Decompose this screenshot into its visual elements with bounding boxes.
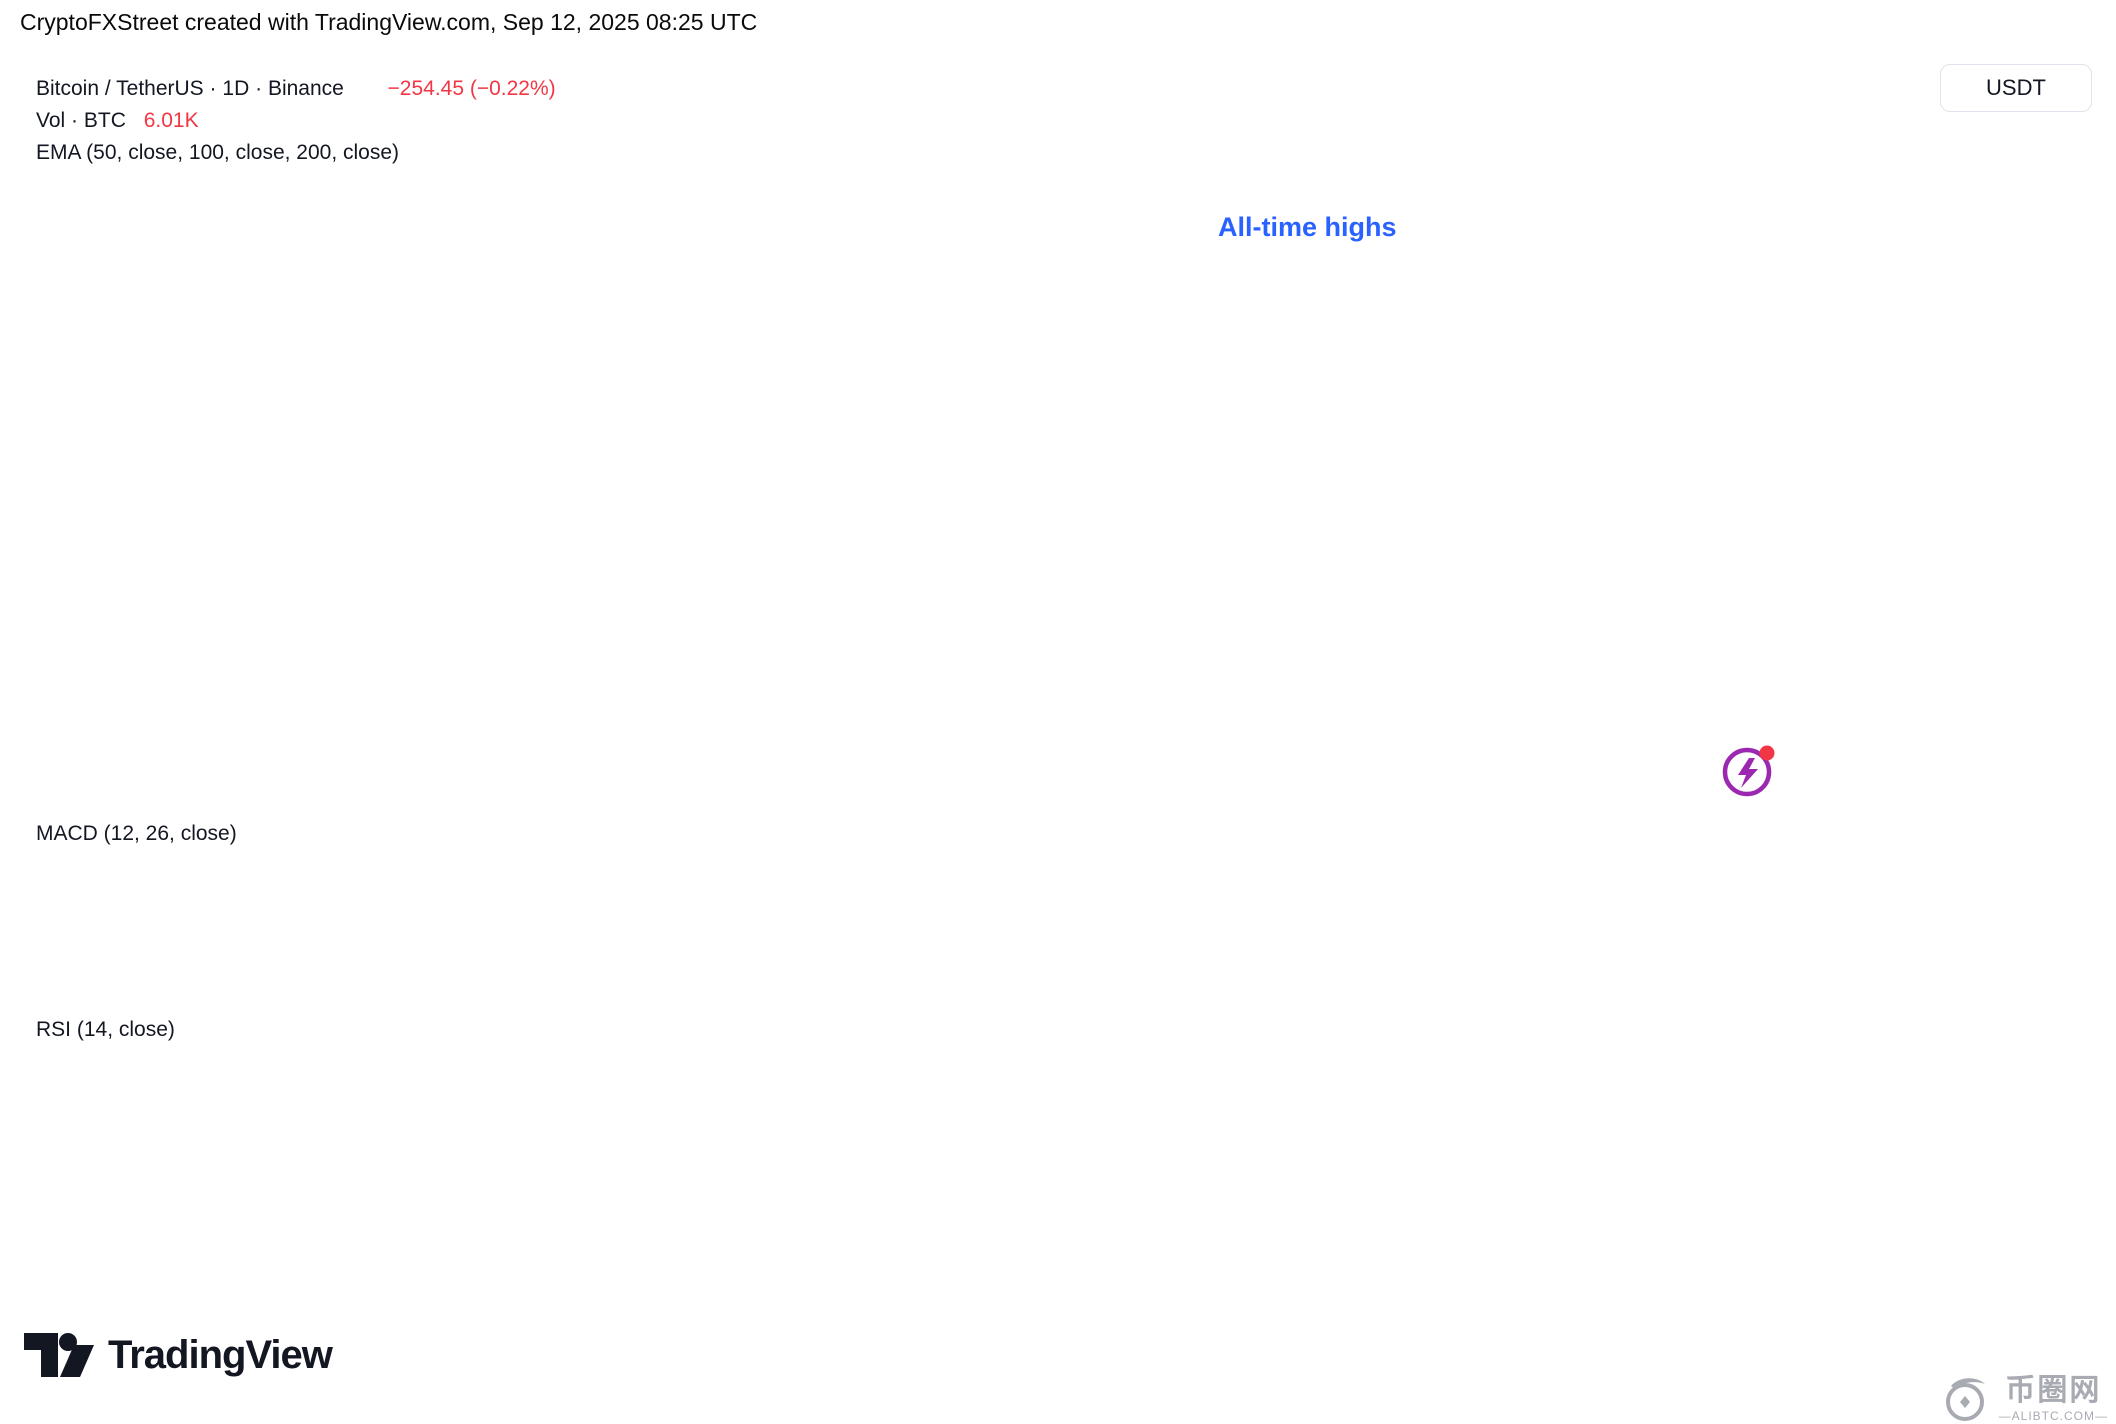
ema-legend[interactable]: EMA (50, close, 100, close, 200, close) <box>36 141 417 165</box>
legend-sep1: · <box>209 77 217 100</box>
symbol-name: Bitcoin / TetherUS <box>36 77 204 100</box>
rsi-legend[interactable]: RSI (14, close) <box>36 1018 193 1042</box>
volume-value: 6.01K <box>143 109 199 132</box>
tradingview-logo: TradingView <box>24 1332 333 1378</box>
tradingview-logo-icon <box>24 1333 94 1377</box>
site-watermark: 币圈网 —ALIBTC.COM— <box>1939 1372 2108 1424</box>
currency-toggle-button[interactable]: USDT <box>1940 64 2092 112</box>
ath-annotation-label: All-time highs <box>1218 212 1397 242</box>
flash-logo-icon <box>1722 745 1775 797</box>
rsi-label: RSI (14, close) <box>36 1018 175 1041</box>
interval-label: 1D <box>222 77 250 100</box>
watermark-icon <box>1945 1378 1985 1421</box>
symbol-legend[interactable]: Bitcoin / TetherUS · 1D · Binance −254.4… <box>36 77 556 101</box>
legend-sep2: · <box>255 77 263 100</box>
volume-legend[interactable]: Vol · BTC 6.01K <box>36 109 199 133</box>
volume-label: Vol · BTC <box>36 109 126 132</box>
ema-label: EMA (50, close, 100, close, 200, close) <box>36 141 400 164</box>
change-value: −254.45 (−0.22%) <box>387 77 556 100</box>
page-title: CryptoFXStreet created with TradingView.… <box>20 9 758 35</box>
tradingview-logo-text: TradingView <box>108 1332 333 1377</box>
macd-label: MACD (12, 26, close) <box>36 822 237 845</box>
watermark-site-text: —ALIBTC.COM— <box>1998 1408 2108 1423</box>
exchange-label: Binance <box>267 77 344 100</box>
watermark-cn-text: 币圈网 <box>2005 1373 2102 1407</box>
macd-legend[interactable]: MACD (12, 26, close) <box>36 822 255 846</box>
